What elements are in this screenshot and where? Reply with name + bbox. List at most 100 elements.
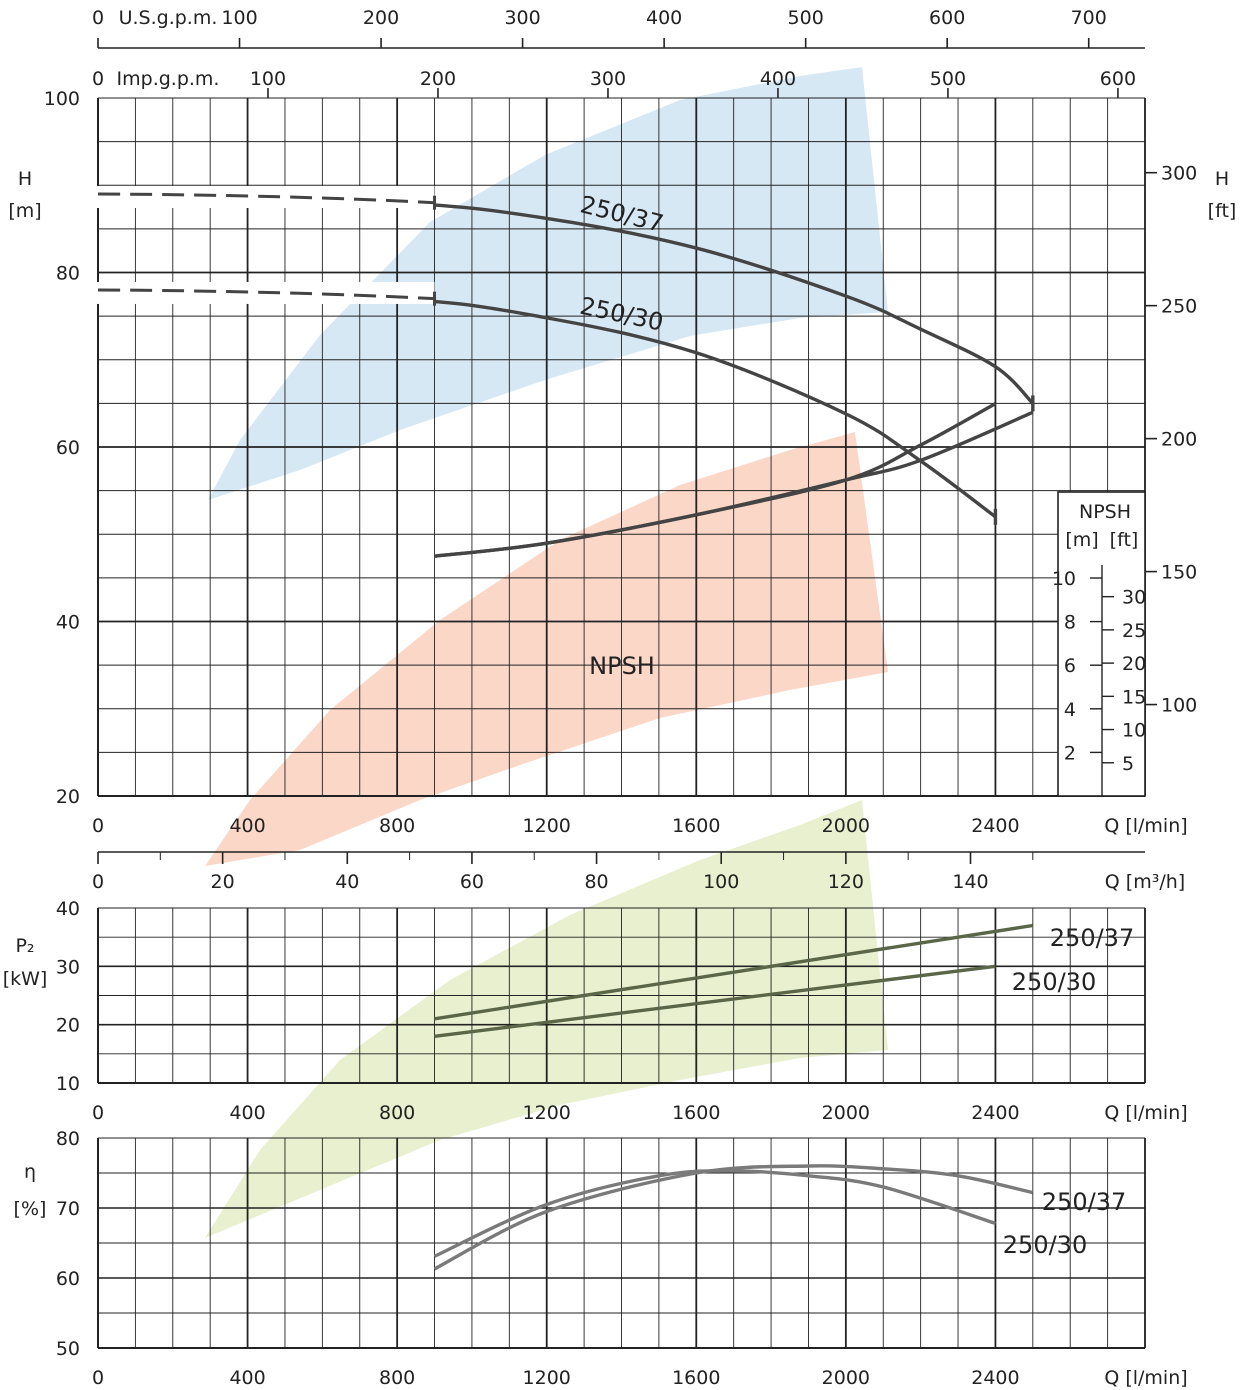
- npsh-ft-tick-label: 5: [1122, 753, 1134, 775]
- us-gpm-tick-label: 700: [1071, 7, 1107, 29]
- efficiency-y-tick-label: 60: [56, 1268, 80, 1290]
- efficiency-y-axis-unit: [%]: [14, 1198, 47, 1220]
- imp-gpm-tick-label: 300: [590, 68, 626, 90]
- npsh-ft-tick-label: 30: [1122, 587, 1146, 609]
- m3h-tick-label: 100: [703, 871, 739, 893]
- power-y-tick-label: 20: [56, 1015, 80, 1037]
- efficiency-x-tick-label: 2000: [822, 1367, 870, 1389]
- head-y-tick-label: 60: [56, 437, 80, 459]
- efficiency-y-tick-label: 50: [56, 1338, 80, 1360]
- npsh-scale-unit-m: [m]: [1065, 529, 1098, 551]
- npsh-m-tick-label: 8: [1064, 612, 1076, 634]
- chart-grids: [97, 38, 1157, 1349]
- power-x-tick-label: 2400: [971, 1102, 1019, 1124]
- head-ft-axis-label: H: [1215, 168, 1229, 190]
- power-y-axis-label: P₂: [15, 935, 34, 957]
- us-gpm-tick-label: 500: [788, 7, 824, 29]
- head-y-tick-label: 100: [44, 88, 80, 110]
- power-x-tick-label: 800: [379, 1102, 415, 1124]
- efficiency-x-tick-label: 1200: [523, 1367, 571, 1389]
- us-gpm-tick-label: 300: [504, 7, 540, 29]
- us-gpm-axis-label: U.S.g.p.m.: [119, 7, 218, 29]
- efficiency-curve-250-30: [433, 1169, 996, 1258]
- efficiency-x-tick-label: 400: [229, 1367, 265, 1389]
- efficiency-x-tick-label: 1600: [672, 1367, 720, 1389]
- power-curve-label: 250/30: [1012, 968, 1096, 996]
- us-gpm-tick-label: 100: [221, 7, 257, 29]
- power-x-tick-label: 0: [92, 1102, 104, 1124]
- efficiency-y-tick-label: 70: [56, 1198, 80, 1220]
- npsh-curve: [434, 410, 1034, 558]
- head-curve-250-37-dashed: [97, 192, 435, 205]
- head-x-tick-label: 2400: [971, 815, 1019, 837]
- ft-tick-label: 300: [1161, 163, 1197, 185]
- us-gpm-tick-label: 600: [929, 7, 965, 29]
- power-x-axis-label: Q [l/min]: [1104, 1102, 1187, 1124]
- m3h-axis-label: Q [m³/h]: [1105, 871, 1185, 893]
- imp-gpm-tick-label: 500: [930, 68, 966, 90]
- npsh-scale-unit-ft: [ft]: [1110, 529, 1139, 551]
- head-y-tick-label: 20: [56, 786, 80, 808]
- ft-tick-label: 100: [1161, 695, 1197, 717]
- head-ft-axis-unit: [ft]: [1208, 200, 1237, 222]
- imp-gpm-tick-label: 600: [1100, 68, 1136, 90]
- efficiency-x-axis-label: Q [l/min]: [1104, 1367, 1187, 1389]
- ft-tick-label: 150: [1161, 562, 1197, 584]
- npsh-m-tick-label: 2: [1064, 742, 1076, 764]
- efficiency-y-tick-label: 80: [56, 1128, 80, 1150]
- head-x-tick-label: 1200: [523, 815, 571, 837]
- us-gpm-tick-label: 200: [363, 7, 399, 29]
- head-x-axis-label: Q [l/min]: [1104, 815, 1187, 837]
- npsh-curve-label: NPSH: [589, 652, 655, 680]
- m3h-tick-label: 20: [211, 871, 235, 893]
- ft-tick-label: 200: [1161, 429, 1197, 451]
- npsh-scale-title: NPSH: [1079, 501, 1131, 523]
- ft-tick-label: 250: [1161, 296, 1197, 318]
- power-y-tick-label: 10: [56, 1073, 80, 1095]
- head-x-tick-label: 800: [379, 815, 415, 837]
- m3h-tick-label: 40: [335, 871, 359, 893]
- head-y-tick-label: 40: [56, 612, 80, 634]
- efficiency-y-axis-label: η: [24, 1161, 36, 1183]
- power-y-axis-unit: [kW]: [3, 968, 48, 990]
- efficiency-curve-label: 250/37: [1042, 1188, 1126, 1216]
- power-x-tick-label: 1600: [672, 1102, 720, 1124]
- band-head: [208, 67, 888, 500]
- power-curve-250-30: [434, 964, 996, 1039]
- efficiency-x-tick-label: 0: [92, 1367, 104, 1389]
- head-x-tick-label: 0: [92, 815, 104, 837]
- efficiency-x-tick-label: 2400: [971, 1367, 1019, 1389]
- imp-gpm-tick-label: 100: [250, 68, 286, 90]
- imp-gpm-tick-label: 0: [92, 68, 104, 90]
- us-gpm-tick-label: 400: [646, 7, 682, 29]
- m3h-tick-label: 0: [92, 871, 104, 893]
- m3h-tick-label: 140: [952, 871, 988, 893]
- power-x-tick-label: 400: [229, 1102, 265, 1124]
- power-grid: [97, 907, 1146, 1084]
- efficiency-curve-250-37: [433, 1164, 1034, 1271]
- m3h-tick-label: 80: [584, 871, 608, 893]
- npsh-m-tick-label: 4: [1064, 699, 1076, 721]
- head-x-tick-label: 2000: [822, 815, 870, 837]
- head-y-tick-label: 80: [56, 263, 80, 285]
- power-y-tick-label: 30: [56, 956, 80, 978]
- npsh-ft-tick-label: 15: [1122, 686, 1146, 708]
- head-y-axis-unit: [m]: [8, 200, 41, 222]
- npsh-m-tick-label: 10: [1052, 568, 1076, 590]
- imp-gpm-tick-label: 200: [420, 68, 456, 90]
- head-curve-250-30-dashed: [97, 288, 435, 301]
- npsh-m-tick-label: 6: [1064, 655, 1076, 677]
- power-y-tick-label: 40: [56, 898, 80, 920]
- imp-gpm-axis-label: Imp.g.p.m.: [117, 68, 220, 90]
- npsh-ft-tick-label: 25: [1122, 620, 1146, 642]
- efficiency-x-tick-label: 800: [379, 1367, 415, 1389]
- m3h-tick-label: 60: [460, 871, 484, 893]
- power-x-tick-label: 2000: [822, 1102, 870, 1124]
- us-gpm-tick-label: 0: [92, 7, 104, 29]
- head-x-tick-label: 1600: [672, 815, 720, 837]
- power-curve-label: 250/37: [1050, 924, 1134, 952]
- head-x-tick-label: 400: [229, 815, 265, 837]
- efficiency-curve-label: 250/30: [1003, 1231, 1087, 1259]
